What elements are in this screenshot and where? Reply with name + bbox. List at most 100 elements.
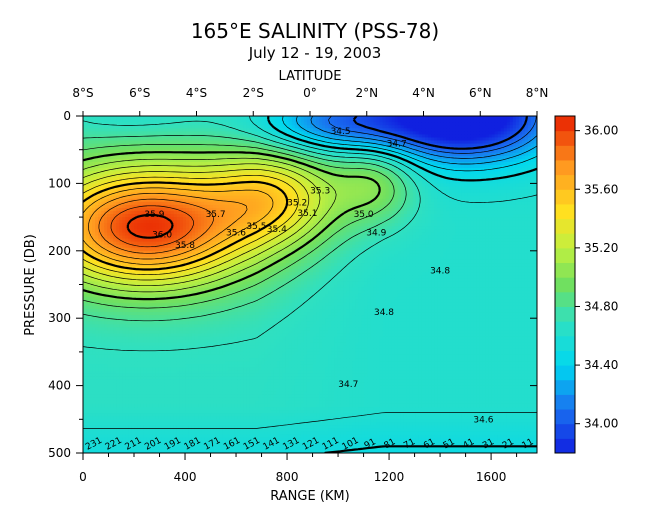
field-cell — [204, 376, 208, 381]
field-cell — [182, 238, 187, 243]
field-cell — [98, 321, 102, 325]
field-cell — [179, 394, 184, 399]
field-cell — [198, 339, 202, 344]
field-cell — [204, 425, 208, 430]
field-cell — [164, 204, 169, 209]
field-cell — [149, 217, 154, 221]
field-cell — [110, 342, 114, 347]
field-cell — [176, 195, 181, 200]
field-cell — [219, 210, 223, 215]
field-cell — [210, 256, 214, 261]
field-cell — [210, 223, 214, 227]
field-cell — [194, 177, 199, 181]
field-cell — [149, 266, 154, 270]
field-cell — [198, 122, 202, 126]
field-cell — [158, 116, 163, 120]
field-cell — [113, 376, 117, 381]
field-cell — [113, 394, 117, 399]
field-cell — [125, 290, 129, 295]
field-cell — [207, 367, 211, 371]
field-cell — [173, 259, 178, 264]
field-cell — [164, 165, 169, 169]
field-cell — [216, 229, 220, 234]
field-cell — [140, 207, 145, 212]
field-cell — [158, 403, 163, 408]
field-cell — [161, 152, 166, 157]
field-cell — [119, 413, 123, 417]
field-cell — [204, 281, 208, 286]
field-cell — [110, 241, 114, 246]
field-cell — [204, 134, 208, 139]
field-cell — [207, 217, 211, 221]
field-cell — [155, 207, 160, 212]
field-cell — [182, 161, 187, 166]
field-cell — [182, 388, 187, 393]
field-cell — [110, 143, 114, 148]
field-cell — [149, 425, 154, 430]
field-cell — [95, 247, 99, 252]
field-cell — [170, 171, 175, 175]
field-cell — [137, 174, 142, 178]
field-cell — [170, 250, 175, 255]
field-cell — [155, 324, 160, 328]
field-cell — [128, 125, 133, 129]
field-cell — [116, 305, 120, 310]
field-cell — [128, 299, 133, 304]
field-cell — [101, 416, 105, 420]
field-cell — [216, 364, 220, 368]
field-cell — [185, 449, 190, 453]
field-cell — [89, 278, 93, 283]
field-cell — [113, 327, 117, 332]
field-cell — [116, 201, 120, 206]
field-cell — [179, 330, 184, 335]
field-cell — [158, 388, 163, 393]
field-cell — [158, 192, 163, 197]
field-cell — [122, 293, 126, 298]
field-cell — [116, 407, 120, 411]
field-cell — [204, 364, 208, 368]
field-cell — [107, 428, 111, 433]
field-cell — [198, 137, 202, 142]
field-cell — [191, 140, 196, 145]
field-cell — [95, 275, 99, 279]
field-cell — [164, 119, 169, 123]
field-cell — [101, 394, 105, 399]
field-cell — [185, 413, 190, 417]
field-cell — [201, 210, 205, 215]
field-cell — [98, 443, 102, 448]
field-cell — [182, 403, 187, 408]
field-cell — [155, 177, 160, 181]
field-cell — [134, 443, 139, 448]
field-cell — [125, 385, 129, 390]
field-cell — [95, 226, 99, 230]
field-cell — [83, 168, 87, 172]
field-cell — [213, 290, 217, 295]
field-cell — [204, 333, 208, 338]
field-cell — [140, 143, 145, 148]
field-cell — [207, 327, 211, 332]
field-cell — [146, 333, 151, 338]
field-cell — [128, 119, 133, 123]
field-cell — [134, 410, 139, 414]
field-cell — [194, 394, 199, 399]
field-cell — [210, 351, 214, 356]
field-cell — [213, 413, 217, 417]
field-cell — [104, 158, 108, 163]
field-cell — [107, 358, 111, 362]
field-cell — [164, 207, 169, 212]
field-cell — [170, 189, 175, 194]
field-cell — [89, 403, 93, 408]
field-cell — [131, 342, 136, 347]
field-cell — [207, 370, 211, 374]
field-cell — [134, 385, 139, 390]
field-cell — [155, 152, 160, 157]
field-cell — [164, 309, 169, 313]
field-cell — [128, 287, 133, 292]
field-cell — [92, 388, 96, 393]
field-cell — [98, 367, 102, 371]
field-cell — [158, 165, 163, 169]
field-cell — [182, 192, 187, 197]
field-cell — [98, 318, 102, 322]
field-cell — [176, 309, 181, 313]
field-cell — [113, 312, 117, 316]
